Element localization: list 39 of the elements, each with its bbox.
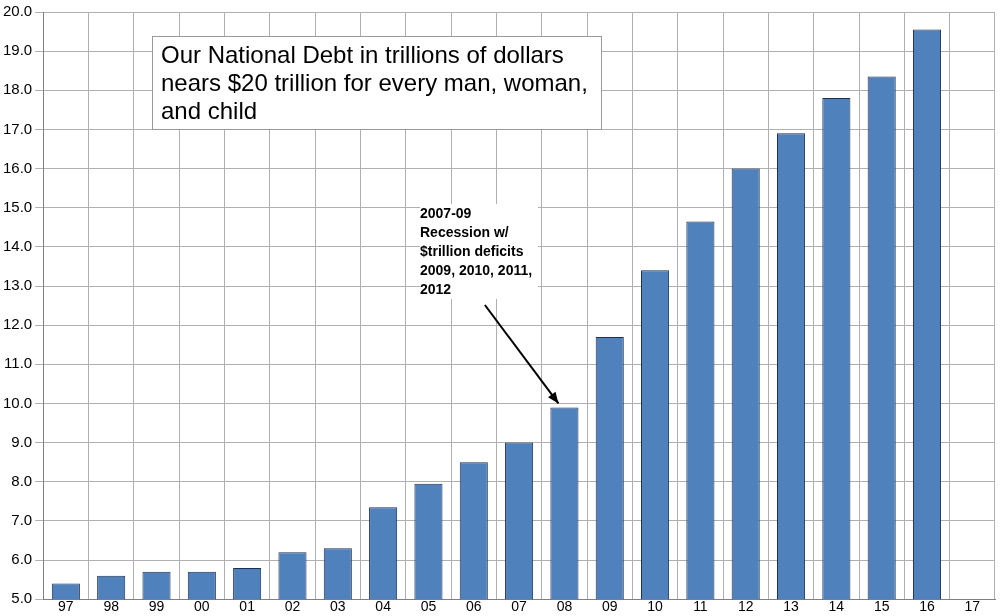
y-tick-label: 18.0	[2, 80, 33, 98]
x-tick-label: 11	[693, 598, 708, 615]
x-tick-label: 05	[420, 598, 437, 615]
y-tick-label: 8.0	[11, 471, 33, 489]
text: Our National Debt in trillions of dollars nears $20 trillion for every man, woman, and child	[152, 36, 602, 130]
y-tick-label: 16.0	[2, 158, 33, 176]
y-tick-label: 7.0	[11, 511, 33, 529]
x-tick-label: 14	[828, 598, 845, 615]
x-tick-label: 01	[239, 598, 256, 615]
y-tick-label: 20.0	[2, 2, 33, 20]
x-tick-label: 07	[511, 598, 528, 615]
y-tick-label: 13.0	[2, 276, 33, 294]
y-tick-label: 19.0	[2, 41, 33, 59]
y-tick-label: 14.0	[2, 237, 33, 255]
y-tick-label: 15.0	[2, 197, 33, 215]
y-tick-label: 10.0	[2, 393, 33, 411]
x-tick-label: 03	[330, 598, 346, 615]
x-tick-label: 08	[556, 598, 573, 615]
y-tick-label: 11.0	[4, 354, 33, 372]
x-tick-label: 04	[375, 598, 392, 615]
y-tick-label: 6.0	[11, 550, 33, 568]
x-tick-label: 16	[919, 598, 936, 615]
x-tick-label: 10	[647, 598, 664, 615]
x-tick-label: 02	[284, 598, 301, 615]
annotation: 2007-09 Recession w/ $trillion deficits 2009, 2010, 2011, 2012	[420, 204, 538, 299]
x-tick-label: 15	[873, 598, 890, 615]
y-tick-label: 5.0	[11, 589, 33, 607]
y-tick-label: 12.0	[2, 315, 33, 333]
y-tick-label: 9.0	[11, 432, 33, 450]
y-tick-label: 17.0	[2, 119, 33, 137]
x-tick-label: 00	[194, 598, 210, 615]
x-tick-label: 99	[148, 598, 165, 615]
x-tick-label: 09	[601, 598, 618, 615]
x-tick-label: 98	[103, 598, 120, 615]
x-tick-label: 06	[465, 598, 482, 615]
x-tick-label: 13	[783, 598, 800, 615]
x-tick-label: 12	[737, 598, 754, 615]
x-tick-label: 97	[58, 598, 74, 615]
x-tick-label: 17	[964, 598, 981, 615]
